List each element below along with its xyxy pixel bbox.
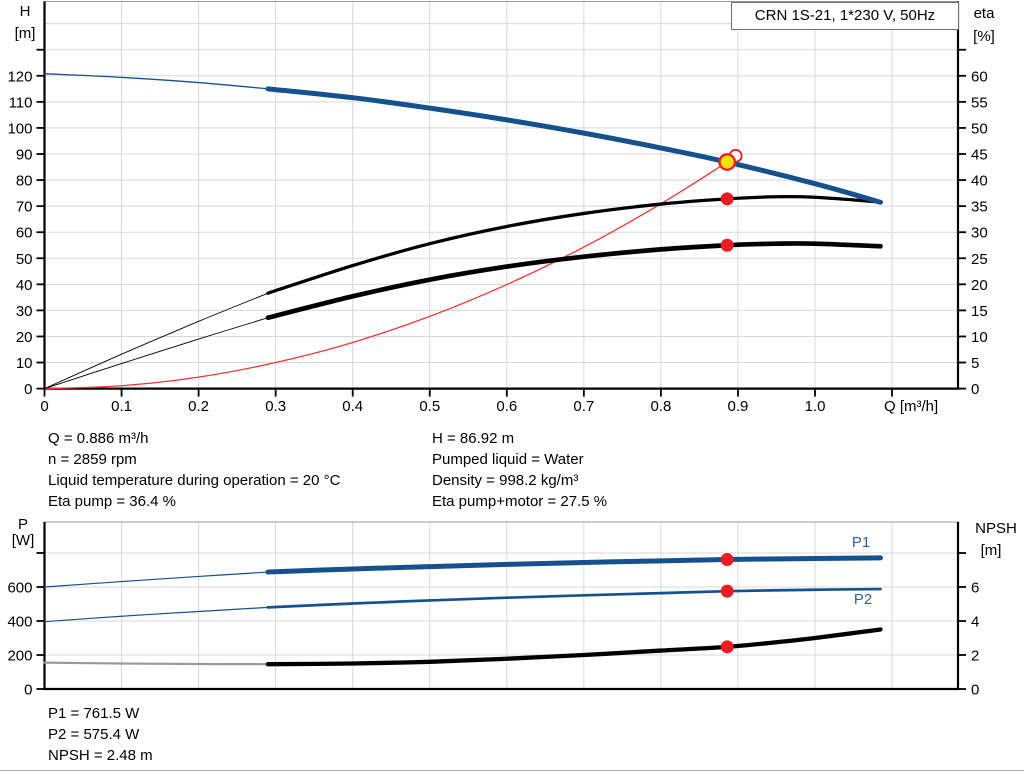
annotation-flow: Q = 0.886 m³/h bbox=[48, 430, 149, 447]
right-tick-label: 20 bbox=[971, 277, 988, 294]
left-tick-label: 0 bbox=[24, 682, 32, 699]
x-tick-label: 0.1 bbox=[111, 398, 132, 415]
x-tick-label: 0.9 bbox=[728, 398, 749, 415]
left-tick-label: 0 bbox=[24, 381, 32, 398]
right-tick-label: 35 bbox=[971, 199, 988, 216]
eta-pump-motor-duty-dot bbox=[720, 238, 734, 252]
left-tick-label: 600 bbox=[7, 580, 32, 597]
eta-axis-unit: [%] bbox=[973, 28, 995, 45]
npsh-axis-unit: [m] bbox=[980, 542, 1002, 559]
right-tick-label: 15 bbox=[971, 303, 988, 320]
npsh-curve-thin bbox=[43, 661, 270, 666]
left-tick-label: 120 bbox=[7, 68, 32, 85]
plot-frame bbox=[44, 1, 959, 390]
eta-pump-motor-curve-thin bbox=[44, 317, 269, 390]
p2-curve-thick bbox=[266, 587, 882, 609]
right-tick-label: 0 bbox=[971, 682, 979, 699]
power-annotations: P1 = 761.5 W P2 = 575.4 W NPSH = 2.48 m bbox=[48, 703, 153, 766]
x-tick-label: 0.5 bbox=[419, 398, 440, 415]
x-tick-label: 0 bbox=[40, 398, 48, 415]
p2-curve-thin bbox=[43, 606, 269, 623]
left-tick-label: 100 bbox=[7, 120, 32, 137]
left-tick-label: 10 bbox=[16, 355, 33, 372]
left-tick-label: 30 bbox=[16, 303, 33, 320]
annotation-pumped-liquid: Pumped liquid = Water bbox=[432, 451, 584, 468]
duty-annotations-left: Q = 0.886 m³/h n = 2859 rpm Liquid tempe… bbox=[48, 428, 340, 512]
right-tick-label: 4 bbox=[971, 614, 979, 631]
right-tick-label: 2 bbox=[971, 648, 979, 665]
p-axis-title: P bbox=[17, 516, 28, 533]
pump-title-box: CRN 1S-21, 1*230 V, 50Hz bbox=[731, 2, 959, 30]
duty-annotations-right: H = 86.92 m Pumped liquid = Water Densit… bbox=[432, 428, 607, 512]
annotation-speed: n = 2859 rpm bbox=[48, 451, 137, 468]
p2-curve-label: P2 bbox=[853, 591, 873, 608]
annotation-head: H = 86.92 m bbox=[432, 430, 515, 447]
x-tick-label: 0.8 bbox=[650, 398, 671, 415]
head-curve-thin bbox=[43, 73, 269, 90]
actual-duty-point bbox=[718, 153, 737, 171]
x-tick-label: 0.3 bbox=[265, 398, 286, 415]
annotation-p1: P1 = 761.5 W bbox=[48, 705, 140, 722]
right-tick-label: 55 bbox=[971, 94, 988, 111]
left-tick-label: 60 bbox=[16, 225, 33, 242]
system-curve bbox=[43, 155, 737, 390]
right-tick-label: 5 bbox=[971, 355, 979, 372]
bottom-separator-line bbox=[0, 770, 1024, 771]
eta-pump-curve-thick bbox=[266, 194, 883, 295]
eta-pump-duty-dot bbox=[720, 192, 734, 206]
p1-curve-thick bbox=[265, 555, 883, 575]
x-tick-label: 0.2 bbox=[188, 398, 209, 415]
x-tick-label: 0.7 bbox=[573, 398, 594, 415]
x-tick-label: 0.4 bbox=[342, 398, 363, 415]
right-tick-label: 30 bbox=[971, 225, 988, 242]
left-tick-label: 40 bbox=[16, 277, 33, 294]
right-tick-label: 25 bbox=[971, 251, 988, 268]
npsh-curve-thick bbox=[265, 627, 883, 667]
eta-pump-curve-thin bbox=[44, 292, 269, 390]
annotation-eta-pump: Eta pump = 36.4 % bbox=[48, 493, 176, 510]
p1-curve-thin bbox=[43, 571, 269, 588]
left-tick-label: 110 bbox=[9, 94, 33, 111]
eta-pump-motor-curve-thick bbox=[265, 241, 883, 321]
npsh-axis-title: NPSH bbox=[975, 520, 1017, 537]
eta-axis-title: eta bbox=[973, 5, 995, 22]
right-tick-label: 10 bbox=[971, 329, 988, 346]
annotation-liquid-temp: Liquid temperature during operation = 20… bbox=[48, 472, 341, 489]
x-tick-label: 1.0 bbox=[805, 398, 826, 415]
head-curve-thick bbox=[265, 86, 883, 205]
annotation-p2: P2 = 575.4 W bbox=[48, 726, 140, 743]
annotation-density: Density = 998.2 kg/m³ bbox=[432, 472, 579, 489]
left-tick-label: 50 bbox=[16, 251, 33, 268]
annotation-npsh: NPSH = 2.48 m bbox=[48, 747, 153, 764]
p1-duty-dot bbox=[720, 553, 734, 567]
left-tick-label: 90 bbox=[16, 146, 33, 163]
p1-curve-label: P1 bbox=[851, 534, 871, 551]
left-tick-label: 70 bbox=[16, 199, 33, 216]
left-tick-label: 20 bbox=[16, 329, 33, 346]
left-tick-label: 80 bbox=[16, 173, 33, 190]
p2-duty-dot bbox=[720, 584, 734, 598]
h-axis-title: H bbox=[19, 3, 31, 20]
x-tick-label: 0.6 bbox=[496, 398, 517, 415]
x-axis-label: Q [m³/h] bbox=[884, 398, 938, 415]
left-tick-label: 400 bbox=[7, 614, 32, 631]
p-axis-unit: [W] bbox=[11, 532, 35, 549]
right-tick-label: 45 bbox=[971, 147, 988, 164]
right-tick-label: 6 bbox=[971, 580, 979, 597]
right-tick-label: 0 bbox=[971, 381, 979, 398]
right-tick-label: 40 bbox=[971, 173, 988, 190]
annotation-eta-pump-motor: Eta pump+motor = 27.5 % bbox=[432, 493, 608, 510]
h-axis-unit: [m] bbox=[14, 25, 36, 42]
right-tick-label: 50 bbox=[971, 120, 988, 137]
npsh-duty-dot bbox=[720, 640, 734, 654]
right-tick-label: 60 bbox=[971, 68, 988, 85]
left-tick-label: 200 bbox=[7, 648, 32, 665]
